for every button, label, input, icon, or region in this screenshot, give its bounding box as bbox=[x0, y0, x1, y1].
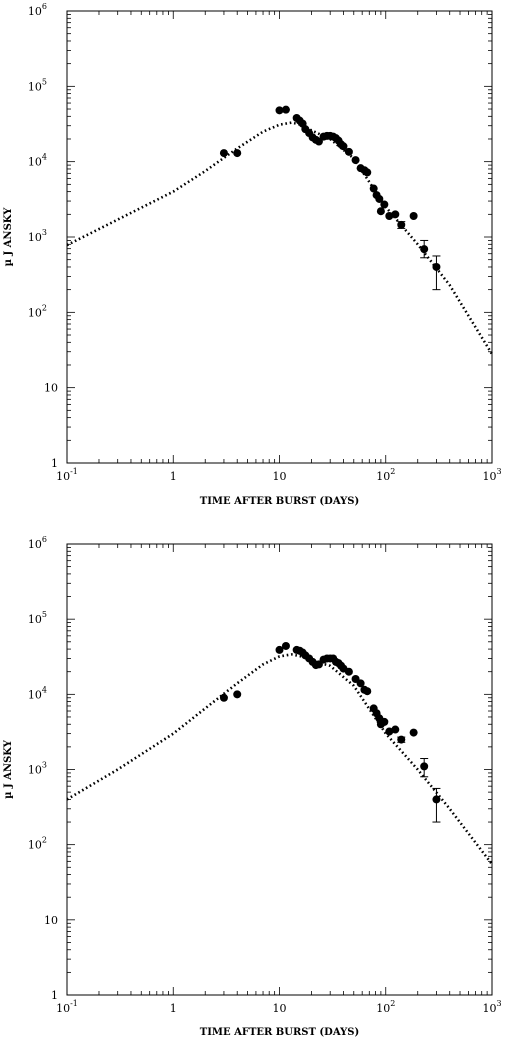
data-point bbox=[233, 149, 242, 158]
y-tick-label: 106 bbox=[28, 2, 47, 18]
data-point bbox=[375, 194, 384, 203]
data-point bbox=[219, 149, 228, 158]
data-point bbox=[363, 168, 372, 177]
y-axis-title: µ J ANSKY bbox=[3, 739, 14, 799]
data-point bbox=[409, 212, 418, 221]
data-point bbox=[420, 762, 429, 771]
data-point bbox=[376, 207, 385, 216]
data-points bbox=[219, 105, 441, 291]
x-tick-label: 103 bbox=[482, 467, 501, 483]
data-point bbox=[281, 641, 290, 650]
x-tick-label: 10 bbox=[273, 1002, 287, 1015]
y-tick-label: 1 bbox=[51, 989, 58, 1002]
model-curve bbox=[66, 121, 494, 355]
y-tick-label: 105 bbox=[28, 610, 47, 626]
x-tick-label: 102 bbox=[376, 467, 395, 483]
axis-ticks bbox=[66, 11, 492, 464]
data-point bbox=[275, 106, 284, 115]
x-tick-label: 1 bbox=[170, 1002, 177, 1015]
x-tick-label: 10 bbox=[273, 470, 287, 483]
x-tick-label: 102 bbox=[376, 999, 395, 1015]
data-points bbox=[219, 641, 441, 823]
plot-frame bbox=[66, 10, 493, 464]
y-tick-label: 1 bbox=[51, 457, 58, 470]
data-point bbox=[380, 717, 389, 726]
data-point bbox=[380, 200, 389, 209]
x-tick-label: 103 bbox=[482, 999, 501, 1015]
y-tick-label: 105 bbox=[28, 77, 47, 93]
plot-frame bbox=[66, 543, 493, 996]
data-point bbox=[356, 679, 365, 688]
y-tick-label: 10 bbox=[44, 382, 58, 395]
data-point bbox=[363, 687, 372, 696]
data-point bbox=[397, 735, 406, 744]
x-tick-label: 10-1 bbox=[56, 467, 78, 483]
y-tick-label: 10 bbox=[44, 914, 58, 927]
data-point bbox=[233, 690, 242, 699]
data-point bbox=[391, 210, 400, 219]
y-tick-label: 104 bbox=[28, 153, 47, 169]
data-point bbox=[344, 147, 353, 156]
axis-ticks bbox=[66, 544, 492, 996]
data-point bbox=[409, 728, 418, 737]
data-point bbox=[344, 667, 353, 676]
model-curve bbox=[66, 653, 494, 865]
y-tick-label: 104 bbox=[28, 685, 47, 701]
data-point bbox=[391, 725, 400, 734]
y-tick-label: 102 bbox=[28, 303, 47, 319]
data-point bbox=[219, 693, 228, 702]
x-tick-label: 1 bbox=[170, 470, 177, 483]
data-point bbox=[281, 105, 290, 114]
y-tick-label: 103 bbox=[28, 761, 47, 777]
data-point bbox=[420, 245, 429, 254]
x-axis-title: TIME AFTER BURST (DAYS) bbox=[200, 1027, 359, 1038]
y-axis-title: µ J ANSKY bbox=[3, 207, 14, 267]
data-point bbox=[397, 220, 406, 229]
x-tick-label: 10-1 bbox=[56, 999, 78, 1015]
data-point bbox=[385, 727, 394, 736]
x-axis-title: TIME AFTER BURST (DAYS) bbox=[200, 496, 359, 507]
y-tick-label: 103 bbox=[28, 228, 47, 244]
data-point bbox=[275, 645, 284, 654]
y-tick-label: 106 bbox=[28, 535, 47, 551]
data-point bbox=[432, 795, 441, 804]
y-tick-label: 102 bbox=[28, 836, 47, 852]
